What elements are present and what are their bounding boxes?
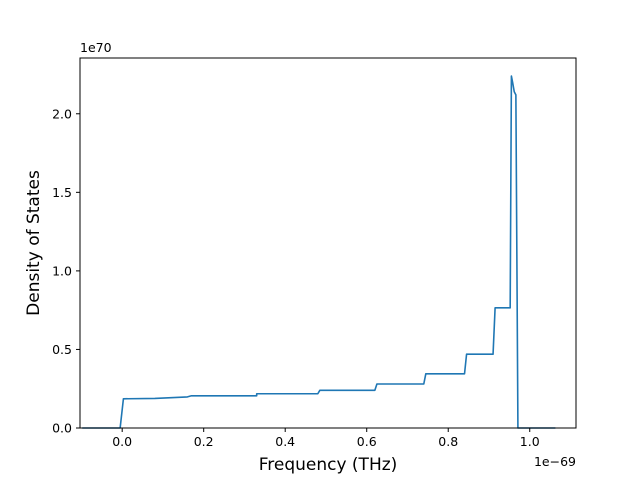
plot-background — [80, 58, 576, 428]
dos-series-line — [82, 75, 556, 429]
x-tick-label: 0.8 — [438, 434, 458, 449]
x-tick-label: 0.4 — [275, 434, 295, 449]
x-offset-label: 1e−69 — [534, 454, 576, 469]
y-axis-label: Density of States — [24, 170, 44, 316]
series-layer — [82, 75, 556, 429]
x-tick-label: 0.0 — [112, 434, 132, 449]
x-axis-ticks: 0.0 0.2 0.4 0.6 0.8 1.0 — [112, 428, 540, 449]
y-tick-label: 2.0 — [52, 106, 72, 121]
y-axis-ticks: 0.0 0.5 1.0 1.5 2.0 — [52, 106, 80, 436]
x-tick-label: 0.2 — [194, 434, 214, 449]
y-offset-label: 1e70 — [80, 40, 112, 55]
y-tick-label: 0.5 — [52, 342, 72, 357]
x-axis-label: Frequency (THz) — [259, 455, 398, 475]
y-tick-label: 1.0 — [52, 263, 72, 278]
y-tick-label: 1.5 — [52, 185, 72, 200]
plot-frame — [79, 57, 577, 429]
x-tick-label: 0.6 — [357, 434, 377, 449]
y-tick-label: 0.0 — [52, 421, 72, 436]
x-tick-label: 1.0 — [520, 434, 540, 449]
